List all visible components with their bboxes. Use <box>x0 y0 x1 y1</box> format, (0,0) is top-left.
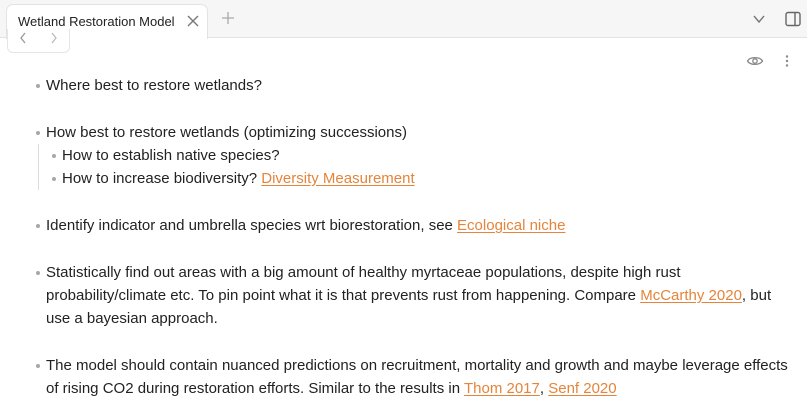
chevron-left-icon[interactable] <box>16 31 30 45</box>
list-item-text: How to establish native species? <box>62 147 280 164</box>
sidebar-toggle-icon[interactable] <box>784 10 802 28</box>
tab-bar: Wetland Restoration Model <box>0 0 807 39</box>
list-item: The model should contain nuanced predict… <box>36 354 791 400</box>
nested-list: How to establish native species? How to … <box>38 144 791 190</box>
close-icon[interactable] <box>185 13 201 29</box>
link-separator: , <box>539 380 545 397</box>
list-item-text: How to increase biodiversity? <box>62 170 258 187</box>
list-item-text-tail: , but use a bayesian approach. <box>46 287 772 327</box>
eye-icon[interactable] <box>746 53 764 69</box>
list-item: How to increase biodiversity? Diversity … <box>52 167 791 190</box>
list-item: How to establish native species? <box>52 144 791 167</box>
list-item-text: Identify indicator and umbrella species … <box>46 217 453 234</box>
list-item: Identify indicator and umbrella species … <box>36 214 791 237</box>
list-item-text: Statistically find out areas with a big … <box>46 264 681 304</box>
thom-2017-link[interactable]: Thom 2017 <box>463 380 540 397</box>
list-item: Where best to restore wetlands? <box>36 74 791 97</box>
tab-title: Wetland Restoration Model <box>18 14 175 29</box>
note-content: Where best to restore wetlands? How best… <box>36 74 791 400</box>
list-item-text: How best to restore wetlands (optimizing… <box>46 124 407 141</box>
ecological-niche-link[interactable]: Ecological niche <box>457 217 566 234</box>
list-item: How best to restore wetlands (optimizing… <box>36 121 791 144</box>
senf-2020-link[interactable]: Senf 2020 <box>548 380 617 397</box>
chevron-down-icon[interactable] <box>751 11 767 27</box>
plus-icon[interactable] <box>220 10 236 26</box>
navigation-buttons <box>7 29 70 53</box>
chevron-right-icon[interactable] <box>47 31 61 45</box>
more-vertical-icon[interactable] <box>780 53 794 69</box>
list-item-text: Where best to restore wetlands? <box>46 77 262 94</box>
mccarthy-2020-link[interactable]: McCarthy 2020 <box>640 287 742 304</box>
list-item: Statistically find out areas with a big … <box>36 261 791 330</box>
diversity-measurement-link[interactable]: Diversity Measurement <box>261 170 415 187</box>
list-item-text: The model should contain nuanced predict… <box>46 357 788 397</box>
